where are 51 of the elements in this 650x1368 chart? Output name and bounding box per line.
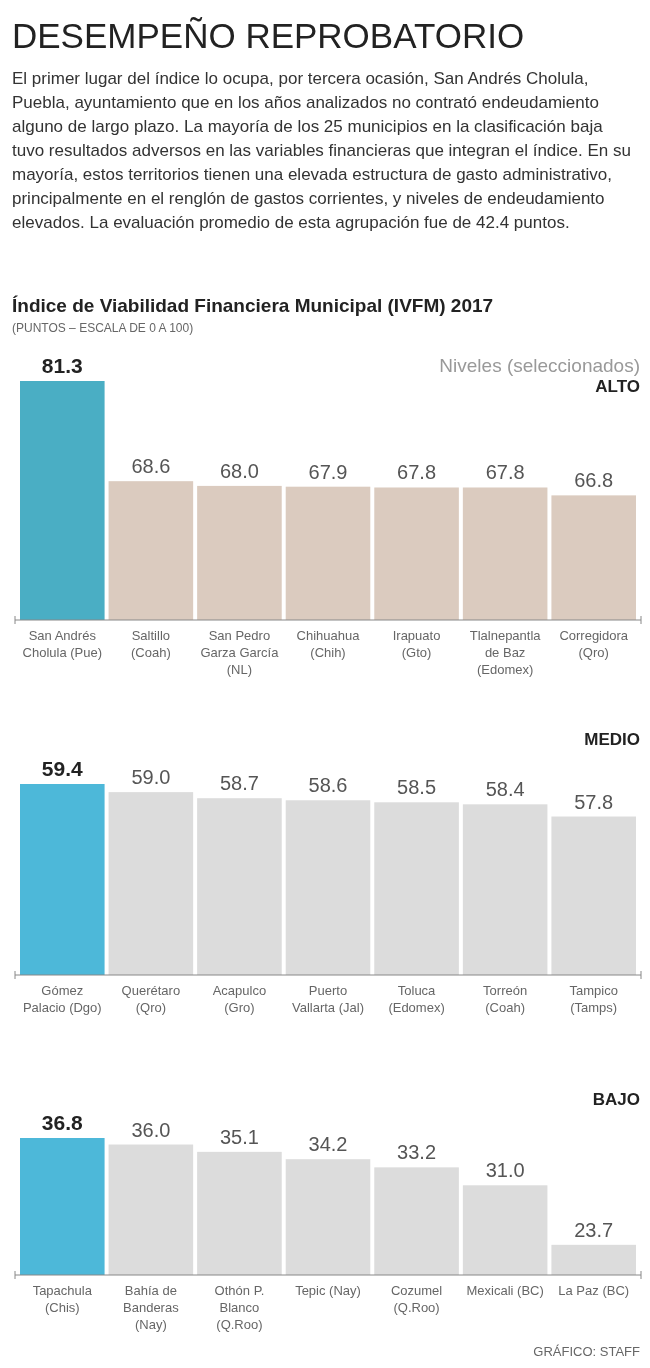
x-tick-label: Gómez Palacio (Dgo) <box>22 983 102 1015</box>
data-label: 36.0 <box>131 1118 171 1141</box>
x-tick-label: San Andrés Cholula (Pue) <box>22 628 103 660</box>
x-tick-label: Irapuato (Gto) <box>392 628 441 660</box>
data-label: 35.1 <box>219 1125 259 1148</box>
data-label: 58.7 <box>219 772 259 795</box>
data-label: 81.3 <box>41 354 83 377</box>
x-tick-label: Puerto Vallarta (Jal) <box>291 983 365 1015</box>
text: El primer lugar del índice lo ocupa, por tercera ocasión, San Andrés Cholula, Puebla, ayuntamiento que en los años analizados no contrató endeudamiento alguno de largo plazo. La mayoría de los 25 municipios en la clasificación baja tuvo resultados adversos en las variables financieras que integran el índice. En su mayoría, estos territorios tienen una elevada estructura de gasto administrativo, principalmente en el renglón de gastos corrientes, y niveles de endeudamiento elevados. La evaluación promedio de esta agrupación fue de 42.4 puntos. <box>12 69 631 232</box>
data-label: 67.8 <box>485 461 525 484</box>
text: GRÁFICO: STAFF <box>533 1344 641 1359</box>
x-tick-label: Cozumel (Q.Roo) <box>390 1283 443 1315</box>
data-label: 23.7 <box>574 1218 614 1241</box>
data-label: 36.8 <box>41 1111 84 1134</box>
text: Niveles (seleccionados) <box>439 355 640 376</box>
x-tick-label: Tapachula (Chis) <box>32 1283 93 1315</box>
data-label: 58.6 <box>308 774 348 797</box>
data-label: 67.9 <box>308 460 348 483</box>
x-tick-label: Torreón (Coah) <box>483 983 528 1015</box>
data-label: 59.0 <box>131 766 171 789</box>
x-tick-label: Bahía de Banderas (Nay) <box>123 1283 180 1332</box>
x-tick-label: San Pedro Garza García (NL) <box>200 628 280 677</box>
x-tick-label: Chihuahua (Chih) <box>296 628 361 660</box>
text: (PUNTOS – ESCALA DE 0 A 100) <box>12 321 194 335</box>
data-label: 31.0 <box>485 1159 525 1182</box>
x-tick-label: Querétaro (Qro) <box>121 983 181 1015</box>
x-tick-label: Toluca (Edomex) <box>388 983 445 1015</box>
data-label: 68.0 <box>219 459 259 482</box>
x-tick-label: Othón P. Blanco (Q.Roo) <box>214 1283 265 1332</box>
x-tick-label: Acapulco (Gro) <box>212 983 267 1015</box>
text: DESEMPEÑO REPROBATORIO <box>12 16 525 55</box>
x-tick-label: Saltillo (Coah) <box>130 628 171 660</box>
data-label: 58.5 <box>397 776 437 799</box>
x-tick-label: Corregidora (Qro) <box>559 628 629 660</box>
data-label: 34.2 <box>308 1133 348 1156</box>
chart-title: MEDIO <box>584 730 640 749</box>
x-tick-label: Tlalnepantla de Baz (Edomex) <box>469 628 542 677</box>
chart-title: BAJO <box>592 1090 640 1109</box>
x-tick-label: La Paz (BC) <box>558 1283 630 1298</box>
x-tick-label: Tepic (Nay) <box>295 1283 361 1298</box>
data-label: 68.6 <box>131 455 171 478</box>
chart-title: ALTO <box>595 377 640 396</box>
data-label: 33.2 <box>397 1141 437 1164</box>
data-label: 66.8 <box>574 469 614 492</box>
data-label: 59.4 <box>41 757 84 780</box>
data-label: 58.4 <box>485 778 525 801</box>
x-tick-label: Mexicali (BC) <box>466 1283 544 1298</box>
data-label: 57.8 <box>574 790 614 813</box>
x-tick-label: Tampico (Tamps) <box>569 983 618 1015</box>
text: Índice de Viabilidad Financiera Municipal (IVFM) 2017 <box>12 295 494 316</box>
data-label: 67.8 <box>397 461 437 484</box>
